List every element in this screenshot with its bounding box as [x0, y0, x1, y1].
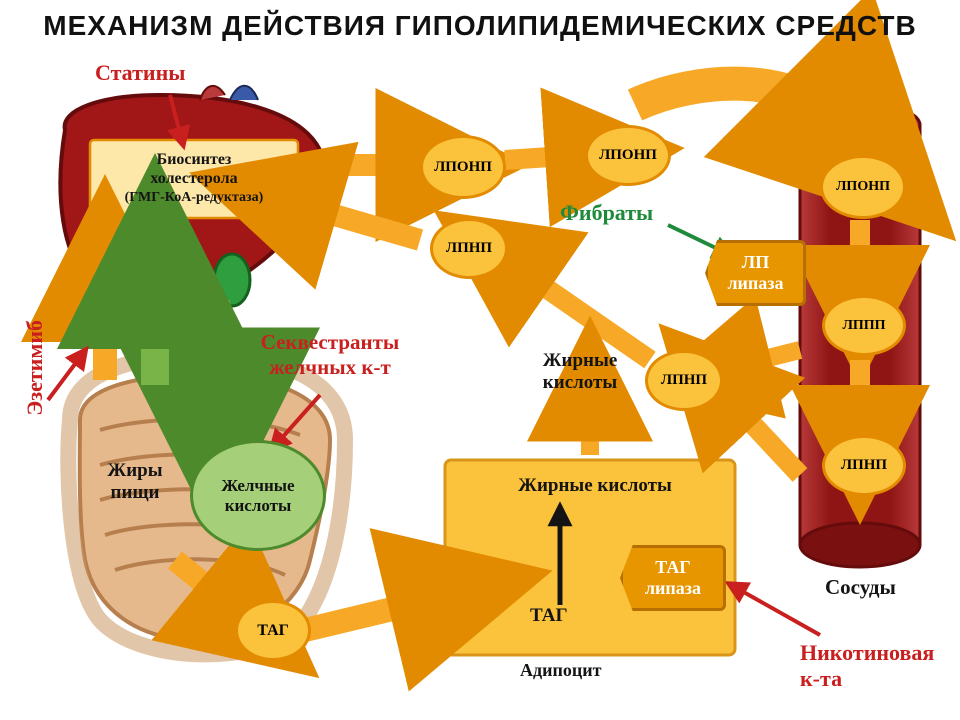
node-tag-lipase: ТАГлипаза [620, 545, 726, 611]
label-adipocyte: Адипоцит [520, 660, 601, 681]
label-ezetimibe: Эзетимиб [22, 320, 48, 416]
label-fatty-acids-in: Жирные кислоты [490, 475, 700, 497]
node-vessel-ldl: ЛПНП [822, 435, 906, 496]
node-lp-lipase: ЛПлипаза [705, 240, 806, 306]
label-vessels: Сосуды [825, 575, 896, 600]
ezetimibe-arrow [48, 360, 78, 400]
diagram-svg [0, 0, 960, 720]
node-ldl-upper: ЛПНП [430, 218, 508, 279]
label-sequestrants: Секвестрантыжелчных к-т [230, 330, 430, 380]
label-food-fat: Жирыпищи [95, 460, 175, 504]
label-statins: Статины [95, 60, 185, 86]
node-tag-circle: ТАГ [235, 600, 311, 661]
fibrates-arrow [668, 225, 720, 250]
biosynth-box: Биосинтез холестерола (ГМГ-КоА-редуктаза… [90, 140, 298, 218]
page-title: МЕХАНИЗМ ДЕЙСТВИЯ ГИПОЛИПИДЕМИЧЕСКИХ СРЕ… [0, 10, 960, 42]
node-vessel-idl: ЛППП [822, 295, 906, 356]
label-fatty-acids-out: Жирныекислоты [520, 350, 640, 394]
node-ldl-mid: ЛПНП [645, 350, 723, 411]
node-vldl-2: ЛПОНП [585, 125, 671, 186]
node-vldl-1: ЛПОНП [420, 135, 506, 199]
label-tag-in: ТАГ [530, 605, 568, 627]
node-bile: Желчныекислоты [190, 440, 326, 551]
label-fibrates: Фибраты [560, 200, 653, 226]
statins-arrow [170, 95, 180, 133]
label-nicotinic: Никотиноваяк-та [800, 640, 934, 692]
nicotinic-arrow [740, 590, 820, 635]
sequestrants-arrow [280, 395, 320, 440]
node-vessel-vldl: ЛПОНП [820, 155, 906, 219]
